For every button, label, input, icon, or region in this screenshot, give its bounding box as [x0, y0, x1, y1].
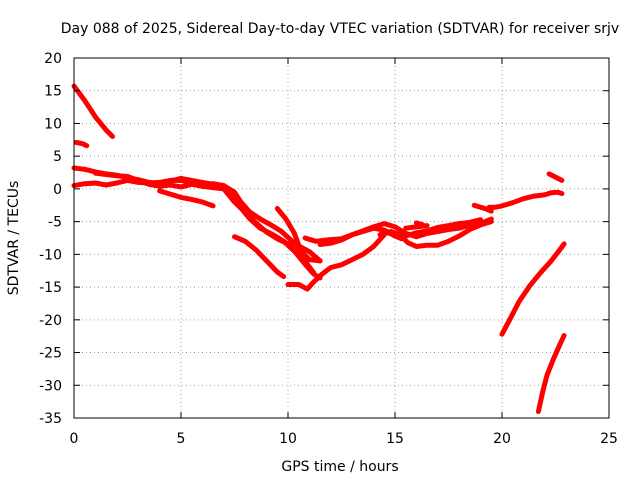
series-line-5: [92, 170, 323, 264]
y-tick-label: -15: [39, 280, 62, 296]
series-line-4: [71, 177, 323, 281]
y-tick-label: 10: [44, 116, 62, 132]
plot-frame: [73, 57, 610, 419]
y-axis-label: SDTVAR / TECUs: [6, 181, 22, 296]
y-tick-label: -5: [48, 215, 62, 231]
y-tick-label: -25: [39, 346, 62, 362]
series-line-15: [413, 220, 426, 228]
series-line-8: [274, 206, 317, 276]
chart-title: Day 088 of 2025, Sidereal Day-to-day VTE…: [61, 21, 619, 37]
series-line-2: [73, 139, 90, 149]
series-line-16: [471, 202, 494, 214]
y-tick-label: -30: [39, 378, 62, 394]
y-tick-label: 5: [53, 149, 62, 165]
y-tick-label: 20: [44, 51, 62, 67]
y-tick-label: -20: [39, 313, 62, 329]
x-tick-label: 5: [177, 431, 186, 447]
x-axis-label: GPS time / hours: [281, 459, 398, 475]
series-line-1: [71, 83, 115, 139]
y-tick-label: 0: [53, 182, 62, 198]
x-tick-label: 10: [279, 431, 297, 447]
series-line-18: [546, 171, 565, 183]
series-line-7: [232, 234, 287, 280]
x-tick-label: 15: [386, 431, 404, 447]
series-line-19: [499, 241, 567, 337]
tick-layer: 0 5 10 15 20 25 20 15 10 5 0 -5 -10 -15 -20 -25 -30 -35: [39, 51, 618, 447]
y-tick-label: -35: [39, 411, 62, 427]
x-tick-label: 0: [70, 431, 79, 447]
series-line-9: [285, 232, 387, 292]
series-line-20: [535, 333, 567, 414]
series-line-13: [381, 217, 484, 239]
series-layer: [71, 83, 567, 414]
y-tick-label: -10: [39, 247, 62, 263]
y-tick-label: 15: [44, 84, 62, 100]
series-line-17: [486, 189, 565, 210]
x-tick-label: 25: [600, 431, 618, 447]
x-tick-label: 20: [493, 431, 511, 447]
series-line-6: [157, 188, 216, 209]
